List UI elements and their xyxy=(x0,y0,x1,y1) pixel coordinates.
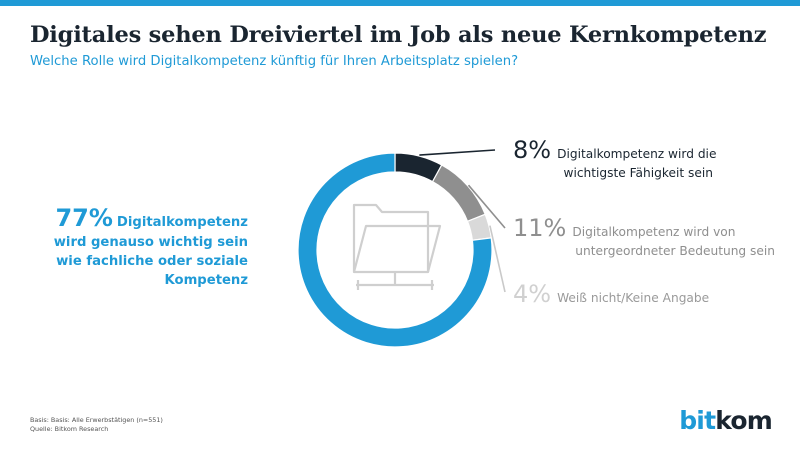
logo-part-bit: bit xyxy=(679,406,716,435)
label-4-text: Weiß nicht/Keine Angabe xyxy=(557,291,709,305)
label-11-line-2: untergeordneter Bedeutung sein xyxy=(575,244,775,258)
label-4-line-1: 4% Weiß nicht/Keine Angabe xyxy=(513,280,709,308)
label-77-line-4: Kompetenz xyxy=(165,273,249,288)
label-77-line-3: wie fachliche oder soziale xyxy=(56,254,248,269)
donut-slice-2 xyxy=(431,164,486,223)
label-77-text: Digitalkompetenz xyxy=(117,215,248,230)
logo-part-kom: kom xyxy=(715,406,773,435)
label-8-line-2: wichtigste Fähigkeit sein xyxy=(563,166,713,180)
donut-slice-0 xyxy=(297,152,493,348)
label-11-pct: 11% xyxy=(513,214,566,242)
label-8-text: Digitalkompetenz wird die xyxy=(557,147,716,161)
leader-line-1 xyxy=(419,149,496,156)
leader-line-3 xyxy=(489,225,506,293)
top-accent-bar xyxy=(0,0,800,6)
label-4-pct: 4% xyxy=(513,280,551,308)
label-11-line-1: 11% Digitalkompetenz wird von xyxy=(513,214,735,242)
page-title: Digitales sehen Dreiviertel im Job als n… xyxy=(30,22,767,48)
footer-basis: Basis: Basis: Alle Erwerbstätigen (n=551… xyxy=(30,416,163,424)
footer-notes: Basis: Basis: Alle Erwerbstätigen (n=551… xyxy=(30,416,163,434)
label-77-line-1: 77% Digitalkompetenz xyxy=(55,204,248,232)
bitkom-logo: bitkom xyxy=(679,406,773,435)
leader-line-2 xyxy=(467,184,506,229)
label-11-text: Digitalkompetenz wird von xyxy=(572,225,735,239)
label-77-pct: 77% xyxy=(55,204,112,232)
page-subtitle: Welche Rolle wird Digitalkompetenz künft… xyxy=(30,54,519,69)
label-8-line-1: 8% Digitalkompetenz wird die xyxy=(513,136,716,164)
label-8-pct: 8% xyxy=(513,136,551,164)
label-77-line-2: wird genauso wichtig sein xyxy=(54,235,248,250)
folder-icon xyxy=(352,203,442,290)
footer-source: Quelle: Bitkom Research xyxy=(30,425,109,433)
